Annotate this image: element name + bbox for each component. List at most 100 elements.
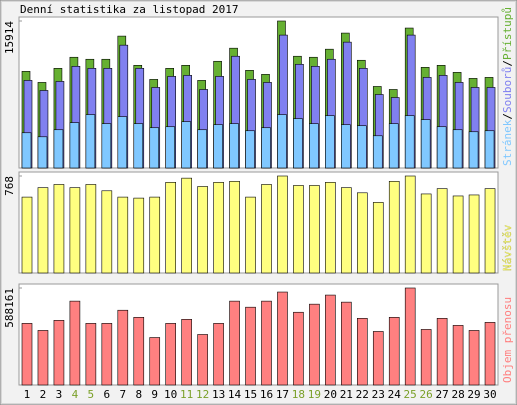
bar bbox=[261, 127, 271, 169]
panel bbox=[18, 16, 499, 169]
bar bbox=[149, 196, 161, 274]
bar bbox=[404, 175, 416, 274]
bar bbox=[85, 114, 96, 169]
bar bbox=[69, 187, 81, 274]
bar bbox=[325, 182, 336, 274]
bar bbox=[468, 194, 480, 274]
bar bbox=[293, 118, 303, 169]
y-tick-label: 768 bbox=[3, 176, 16, 196]
x-tick-label: 18 bbox=[292, 388, 305, 401]
x-tick-label: 24 bbox=[388, 388, 402, 401]
bar bbox=[133, 197, 145, 274]
x-tick-label: 4 bbox=[72, 388, 79, 401]
bar bbox=[309, 185, 320, 274]
bar bbox=[101, 323, 113, 386]
x-tick-label: 1 bbox=[24, 388, 31, 401]
bar bbox=[117, 116, 128, 169]
x-tick-label: 21 bbox=[340, 388, 353, 401]
bar bbox=[165, 323, 176, 386]
x-tick-label: 30 bbox=[483, 388, 496, 401]
bar bbox=[101, 190, 113, 274]
bar bbox=[372, 135, 383, 169]
bar bbox=[229, 181, 240, 274]
bar bbox=[341, 124, 351, 169]
x-tick-label: 3 bbox=[56, 388, 63, 401]
panel bbox=[18, 171, 499, 274]
x-tick-label: 16 bbox=[260, 388, 273, 401]
bar bbox=[53, 320, 65, 386]
bar bbox=[53, 184, 65, 274]
x-tick-label: 29 bbox=[467, 388, 480, 401]
legend: Návštěv bbox=[501, 224, 514, 271]
x-tick-label: 26 bbox=[420, 388, 433, 401]
bar bbox=[117, 309, 129, 386]
x-tick-label: 11 bbox=[180, 388, 193, 401]
bar bbox=[436, 126, 447, 169]
bar bbox=[133, 316, 145, 386]
bar bbox=[452, 195, 464, 274]
bar bbox=[293, 311, 304, 386]
legend: Objem přenosu bbox=[501, 297, 514, 383]
x-tick-label: 8 bbox=[135, 388, 142, 401]
bar bbox=[229, 300, 240, 386]
bar bbox=[21, 132, 32, 169]
bar bbox=[197, 334, 208, 386]
legend-separator: / bbox=[501, 60, 514, 67]
bar bbox=[213, 182, 224, 274]
bar bbox=[404, 287, 416, 386]
legend-entry: Přístupů bbox=[501, 7, 514, 60]
panel bbox=[18, 283, 499, 386]
bar bbox=[149, 337, 161, 386]
bar bbox=[245, 196, 256, 274]
bar bbox=[277, 291, 288, 386]
bar bbox=[229, 123, 239, 169]
x-tick-label: 23 bbox=[372, 388, 385, 401]
legend-entry: Stránek bbox=[501, 119, 514, 166]
bar bbox=[245, 306, 256, 386]
x-tick-label: 19 bbox=[308, 388, 321, 401]
bar bbox=[436, 318, 448, 386]
x-tick-label: 12 bbox=[196, 388, 209, 401]
bar bbox=[341, 301, 352, 386]
bar bbox=[197, 186, 208, 274]
bar bbox=[420, 119, 431, 169]
bar bbox=[420, 329, 432, 386]
x-tick-label: 7 bbox=[119, 388, 126, 401]
bar bbox=[213, 323, 224, 386]
bar bbox=[325, 294, 336, 386]
bar bbox=[53, 129, 64, 169]
bar bbox=[245, 130, 255, 169]
bar bbox=[388, 123, 399, 169]
bar bbox=[468, 131, 479, 169]
bar bbox=[37, 330, 49, 386]
bar bbox=[165, 126, 175, 169]
x-tick-label: 25 bbox=[404, 388, 417, 401]
x-tick-label: 2 bbox=[40, 388, 47, 401]
bar bbox=[101, 123, 112, 169]
bar bbox=[261, 184, 272, 274]
bar bbox=[181, 319, 192, 386]
x-tick-label: 13 bbox=[212, 388, 225, 401]
x-tick-label: 9 bbox=[151, 388, 158, 401]
x-tick-label: 5 bbox=[88, 388, 95, 401]
bar bbox=[484, 322, 496, 386]
bar bbox=[356, 192, 368, 274]
x-tick-label: 20 bbox=[324, 388, 337, 401]
bar bbox=[85, 323, 97, 386]
bar bbox=[37, 187, 49, 274]
bar bbox=[261, 300, 272, 386]
legend-separator: / bbox=[501, 113, 514, 120]
x-tick-label: 27 bbox=[435, 388, 448, 401]
bar bbox=[69, 300, 81, 386]
bar bbox=[69, 122, 80, 169]
bar bbox=[117, 196, 129, 274]
bar bbox=[309, 303, 320, 386]
bar bbox=[484, 130, 495, 169]
bar bbox=[372, 202, 384, 274]
bar bbox=[372, 331, 384, 386]
x-tick-label: 6 bbox=[104, 388, 111, 401]
bar bbox=[388, 181, 400, 274]
bar bbox=[452, 325, 464, 386]
legend-entry: Souborů bbox=[501, 67, 514, 113]
bar bbox=[356, 125, 367, 169]
